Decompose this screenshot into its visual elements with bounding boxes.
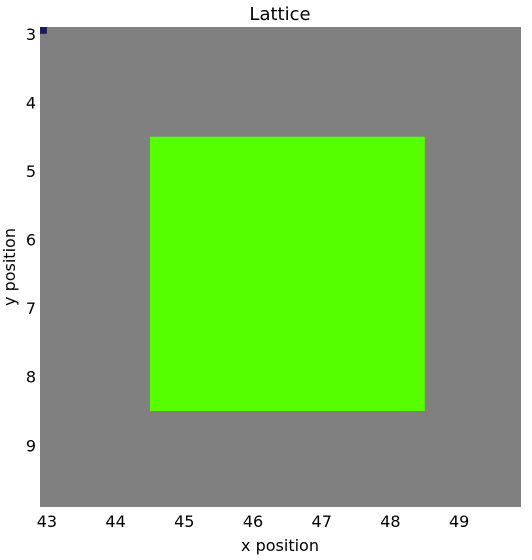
y-tick-label: 9 [26,436,36,455]
y-tick-label: 7 [26,299,36,318]
y-tick-label: 8 [26,368,36,387]
x-tick-label: 43 [37,512,57,531]
y-tick-label: 3 [26,25,36,44]
x-tick-label: 49 [449,512,469,531]
x-tick-label: 46 [243,512,263,531]
lattice-cell-0 [149,136,425,411]
y-tick-label: 6 [26,231,36,250]
x-tick-label: 45 [174,512,194,531]
x-axis-label: x position [241,536,319,555]
y-tick-label: 5 [26,162,36,181]
y-axis-ticks: 3 4 5 6 7 8 9 [26,25,36,455]
x-tick-label: 48 [380,512,400,531]
y-tick-label: 4 [26,93,36,112]
y-axis-label: y position [0,228,19,306]
x-tick-label: 44 [105,512,125,531]
lattice-cells [40,27,425,411]
x-axis-ticks: 43 44 45 46 47 48 49 [37,512,470,531]
lattice-cell-1 [40,27,47,34]
chart-title: Lattice [249,4,310,25]
x-tick-label: 47 [312,512,332,531]
